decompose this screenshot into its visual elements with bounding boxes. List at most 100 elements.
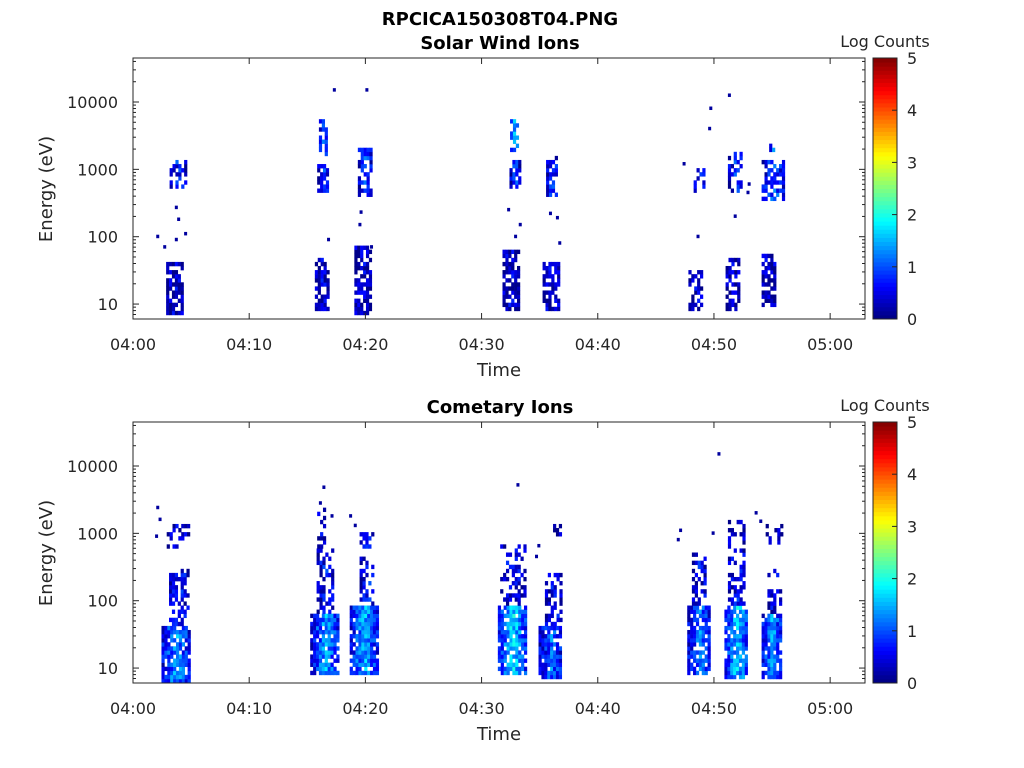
heatmap-cell xyxy=(369,164,373,169)
colorbar-swatch xyxy=(873,532,897,537)
heatmap-cell xyxy=(357,290,361,295)
heatmap-cell xyxy=(175,523,179,529)
heatmap-cell xyxy=(365,540,369,545)
heatmap-cell xyxy=(500,634,504,639)
heatmap-cell xyxy=(330,621,334,627)
heatmap-cell xyxy=(497,654,502,659)
heatmap-cell xyxy=(358,666,362,672)
heatmap-cell xyxy=(727,164,732,169)
heatmap-cell xyxy=(322,188,327,193)
heatmap-cell xyxy=(171,601,176,606)
colorbar-swatch xyxy=(873,658,897,664)
heatmap-cell xyxy=(542,274,546,279)
heatmap-cell xyxy=(523,634,528,639)
heatmap-cell xyxy=(739,564,743,570)
heatmap-cell xyxy=(505,270,509,275)
heatmap-cell xyxy=(514,290,518,295)
heatmap-cell xyxy=(316,552,320,557)
heatmap-cell xyxy=(184,523,188,529)
heatmap-cell xyxy=(701,617,705,623)
heatmap-cell xyxy=(322,172,327,177)
heatmap-cell xyxy=(776,188,780,193)
heatmap-cell xyxy=(739,589,743,594)
heatmap-cell xyxy=(316,621,320,627)
colorbar-swatch xyxy=(873,58,897,63)
heatmap-cell xyxy=(366,188,370,193)
heatmap-cell xyxy=(354,306,358,312)
heatmap-cell xyxy=(559,601,563,606)
heatmap-cell xyxy=(169,306,173,312)
heatmap-cell xyxy=(764,642,768,647)
heatmap-cell xyxy=(320,274,324,279)
heatmap-cell xyxy=(358,654,362,659)
heatmap-cell xyxy=(313,629,317,635)
heatmap-cell xyxy=(770,270,774,275)
heatmap-cell xyxy=(497,621,502,627)
heatmap-cell xyxy=(167,678,171,684)
heatmap-cell xyxy=(161,654,165,659)
heatmap-cell xyxy=(515,164,519,169)
heatmap-cell xyxy=(742,601,746,606)
heatmap-cell xyxy=(693,638,697,643)
colorbar-swatch xyxy=(873,119,897,124)
heatmap-cell xyxy=(776,629,780,635)
heatmap-cell xyxy=(506,621,510,627)
heatmap-cell xyxy=(361,605,365,610)
heatmap-cell xyxy=(178,646,183,651)
heatmap-cell xyxy=(354,270,358,275)
heatmap-cell xyxy=(770,261,774,267)
heatmap-cell xyxy=(177,274,181,279)
heatmap-cell xyxy=(767,654,771,659)
colorbar-swatch xyxy=(873,225,897,230)
heatmap-cell xyxy=(687,629,691,635)
heatmap-cell xyxy=(548,211,552,216)
heatmap-cell xyxy=(180,581,184,586)
heatmap-cell xyxy=(773,654,777,659)
heatmap-cell xyxy=(184,180,188,185)
heatmap-cell xyxy=(183,572,187,578)
heatmap-cell xyxy=(368,286,373,291)
heatmap-cell xyxy=(733,662,737,667)
heatmap-cell xyxy=(515,625,519,631)
heatmap-cell xyxy=(773,172,777,177)
heatmap-cell xyxy=(317,270,321,275)
heatmap-cell xyxy=(173,638,177,643)
heatmap-cell xyxy=(698,613,703,619)
heatmap-cell xyxy=(736,666,740,672)
heatmap-cell xyxy=(313,642,317,647)
y-axis-label: Energy (eV) xyxy=(36,500,57,606)
heatmap-cell xyxy=(180,605,184,610)
heatmap-cell xyxy=(551,188,556,193)
heatmap-cell xyxy=(690,638,694,643)
heatmap-cell xyxy=(551,180,556,185)
heatmap-cell xyxy=(167,650,171,655)
heatmap-cell xyxy=(313,670,317,676)
heatmap-cell xyxy=(764,658,768,663)
heatmap-cell xyxy=(360,257,364,263)
heatmap-cell xyxy=(520,556,524,561)
colorbar-swatch xyxy=(873,180,897,185)
heatmap-cell xyxy=(725,286,729,291)
heatmap-cell xyxy=(733,585,737,590)
heatmap-cell xyxy=(166,306,170,312)
heatmap-cell xyxy=(371,532,375,537)
heatmap-cell xyxy=(357,261,361,267)
heatmap-cell xyxy=(741,621,746,627)
heatmap-cell xyxy=(372,670,377,676)
heatmap-cell xyxy=(171,617,176,623)
heatmap-cell xyxy=(511,257,515,263)
colorbar-swatch xyxy=(873,629,897,635)
heatmap-cell xyxy=(352,613,356,619)
heatmap-cell xyxy=(355,650,359,655)
heatmap-cell xyxy=(169,581,173,586)
heatmap-cell xyxy=(690,642,694,647)
heatmap-cell xyxy=(523,593,527,598)
heatmap-cell xyxy=(180,310,184,316)
heatmap-cell xyxy=(523,617,528,623)
heatmap-cell xyxy=(183,576,187,582)
heatmap-cell xyxy=(693,188,697,193)
heatmap-cell xyxy=(354,302,358,308)
heatmap-cell xyxy=(326,278,330,283)
heatmap-cell xyxy=(695,621,700,627)
heatmap-cell xyxy=(736,597,740,602)
